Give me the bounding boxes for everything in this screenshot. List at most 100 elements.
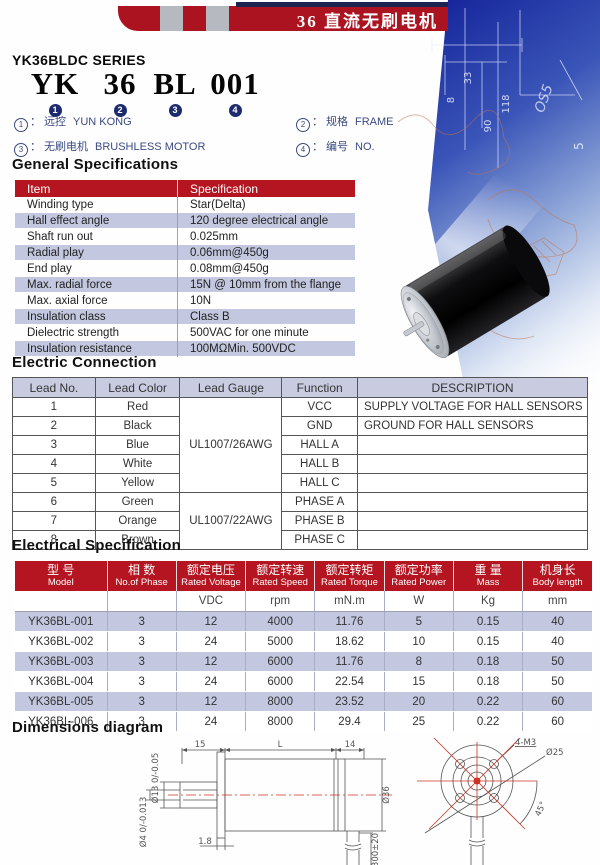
spec-value: 12: [176, 611, 247, 632]
table-row: 7 Orange PHASE B: [12, 511, 589, 531]
spec-value: 50: [522, 671, 592, 692]
column-header: 相 数 No.of Phase: [107, 561, 177, 591]
spec-value: 500VAC for one minute: [190, 326, 309, 339]
table-header-row: 型 号 Model 相 数 No.of Phase 额定电压 Rated Voltage 额…: [15, 561, 592, 591]
unit-cell: VDC: [176, 591, 247, 612]
model-index-badge: 3: [168, 104, 182, 117]
legend-en: NO.: [355, 141, 375, 153]
svg-text:4-M3: 4-M3: [515, 738, 536, 748]
column-header: 额定转速 Rated Speed: [245, 561, 316, 591]
spec-item: Max. radial force: [15, 276, 178, 293]
lead-function: PHASE B: [281, 511, 358, 531]
header-banner: 36 直流无刷电机: [118, 6, 448, 31]
spec-value: 0.15: [453, 631, 524, 652]
spec-value: 24: [176, 671, 247, 692]
column-header: Lead Gauge: [179, 377, 283, 398]
spec-value: 40: [522, 631, 592, 652]
unit-cell: W: [384, 591, 454, 612]
spec-value: 100MΩMin. 500VDC: [190, 342, 296, 355]
svg-text:Ø36: Ø36: [381, 786, 392, 804]
svg-text:118: 118: [501, 94, 512, 113]
spec-item: Insulation class: [15, 308, 178, 325]
table-row: Shaft run out 0.025mm: [15, 228, 355, 245]
table-row: Max. radial force 15N @ 10mm from the fla…: [15, 276, 355, 293]
banner-title: 36 直流无刷电机: [296, 12, 438, 31]
spec-item: Radial play: [15, 244, 178, 261]
spec-value: 29.4: [314, 711, 385, 732]
model-index-badge: 1: [48, 104, 62, 117]
spec-value: 10N: [190, 294, 212, 307]
model-legend: 1：远控 YUN KONG 2：规格 FRAME 3：无刷电机 BRUSHLESS M…: [14, 113, 454, 157]
table-row: YK36BL-002 3 24 5000 18.62 10 0.15 40: [15, 631, 592, 652]
svg-text:5: 5: [572, 142, 586, 150]
spec-value: 15: [384, 671, 454, 692]
column-header-en: Rated Power: [391, 577, 447, 588]
table-row: 5 Yellow HALL C: [12, 473, 589, 493]
lead-color: Yellow: [94, 473, 181, 493]
spec-value: 4000: [245, 611, 316, 632]
spec-value: 0.025mm: [190, 230, 238, 243]
spec-value: 0.22: [453, 711, 524, 732]
svg-text:45°: 45°: [533, 800, 548, 818]
legend-number-icon: 1: [14, 118, 28, 132]
column-header: Lead No.: [12, 377, 96, 398]
column-header: 重 量 Mass: [453, 561, 524, 591]
table-row: Max. axial force 10N: [15, 292, 355, 309]
table-row: Dielectric strength 500VAC for one minute: [15, 324, 355, 341]
model-name: YK36BL-005: [15, 691, 108, 712]
spec-value: 0.06mm@450g: [190, 246, 269, 259]
unit-cell: [15, 591, 108, 612]
lead-description: SUPPLY VOLTAGE FOR HALL SENSORS: [356, 397, 589, 417]
model-name: YK36BL-006: [15, 711, 108, 732]
spec-value: 60: [522, 711, 592, 732]
table-row: Hall effect angle 120 degree electrical a…: [15, 212, 355, 229]
series-title: YK36BLDC SERIES: [12, 52, 146, 68]
svg-text:L: L: [278, 740, 283, 750]
svg-text:8: 8: [446, 97, 457, 103]
lead-function: HALL C: [281, 473, 358, 493]
spec-item: Hall effect angle: [15, 212, 178, 229]
lead-gauge: UL1007/26AWG: [179, 397, 283, 493]
legend-cn: 无刷电机: [44, 141, 88, 153]
banner-top-rule: [236, 2, 448, 7]
model-name: YK36BL-002: [15, 631, 108, 652]
column-header-cn: 型 号: [47, 563, 75, 577]
unit-cell: mm: [522, 591, 592, 612]
lead-function: PHASE C: [281, 530, 358, 550]
table-header-row: Item Specification: [15, 180, 355, 197]
svg-text:300±20: 300±20: [371, 833, 381, 865]
column-header-cn: 额定转矩: [325, 563, 374, 577]
lead-color: Orange: [94, 511, 181, 531]
table-row: YK36BL-001 3 12 4000 11.76 5 0.15 40: [15, 611, 592, 632]
svg-text:1.8: 1.8: [198, 837, 212, 847]
lead-description: [356, 511, 589, 531]
spec-value: 5: [384, 611, 454, 632]
lead-description: [356, 530, 589, 550]
spec-value: 0.08mm@450g: [190, 262, 269, 275]
svg-text:14: 14: [345, 740, 356, 750]
unit-cell: rpm: [245, 591, 316, 612]
spec-value: Class B: [190, 310, 230, 323]
spec-value: 11.76: [314, 651, 385, 672]
model-code-segment: BL: [153, 66, 197, 101]
spec-value: 8000: [245, 711, 316, 732]
lead-description: [356, 435, 589, 455]
table-row: 4 White HALL B: [12, 454, 589, 474]
legend-number-icon: 4: [296, 143, 310, 157]
legend-separator: ：: [30, 141, 41, 153]
table-row: YK36BL-005 3 12 8000 23.52 20 0.22 60: [15, 691, 592, 712]
column-header: 机身长 Body length: [522, 561, 592, 591]
column-header-en: Rated Voltage: [181, 577, 241, 588]
lead-no: 5: [12, 473, 96, 493]
spec-value: 3: [107, 631, 177, 652]
legend-number-icon: 2: [296, 118, 310, 132]
legend-item: 1：远控 YUN KONG: [14, 113, 296, 132]
column-header-en: Mass: [476, 577, 500, 588]
column-header-cn: 额定功率: [394, 563, 443, 577]
legend-cn: 编号: [326, 141, 348, 153]
model-name: YK36BL-004: [15, 671, 108, 692]
column-header: 额定电压 Rated Voltage: [176, 561, 247, 591]
model-part: BL 3: [143, 68, 207, 118]
lead-no: 3: [12, 435, 96, 455]
model-code-row: YK 1 36 2 BL 3 001 4: [0, 68, 320, 117]
